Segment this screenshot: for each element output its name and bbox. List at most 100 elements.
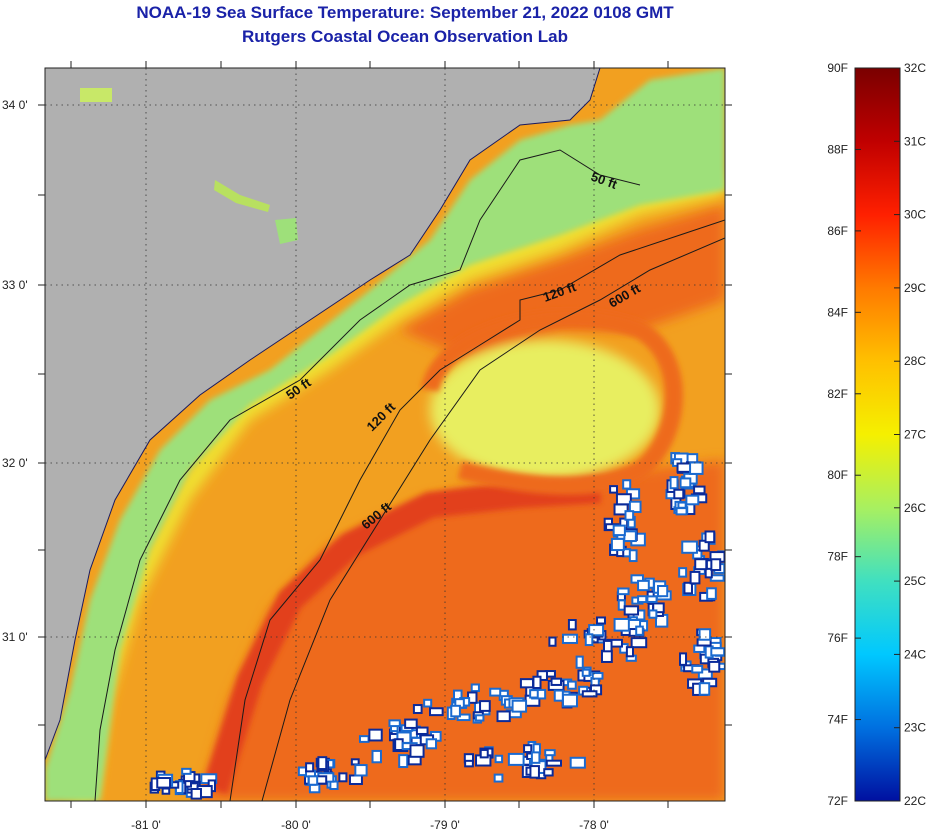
- cloud-pixel: [621, 645, 627, 652]
- cloud-pixel: [625, 607, 638, 614]
- cloud-pixel: [627, 490, 639, 498]
- cloud-pixel: [590, 626, 603, 635]
- cloud-pixel: [495, 775, 502, 781]
- cloud-pixel: [591, 686, 601, 694]
- map-frame: [44, 67, 726, 802]
- cloud-pixel: [152, 779, 159, 789]
- colorbar-fahrenheit-label: 86F: [827, 224, 848, 238]
- colorbar-celsius-label: 29C: [904, 281, 926, 295]
- cloud-pixel: [458, 715, 469, 720]
- cloud-pixel: [509, 754, 523, 764]
- cloud-pixel: [607, 525, 618, 529]
- cloud-pixel: [370, 730, 381, 740]
- cloud-pixel: [706, 647, 712, 657]
- cloud-pixel: [618, 593, 624, 600]
- cloud-pixel: [534, 745, 539, 753]
- cloud-pixel: [630, 551, 636, 561]
- cloud-pixel: [552, 679, 561, 684]
- cloud-pixel: [498, 712, 509, 721]
- cloud-pixel: [700, 541, 708, 550]
- cloud-pixel: [406, 720, 416, 727]
- cloud-pixel: [604, 641, 611, 651]
- cloud-pixel: [546, 672, 554, 676]
- cloud-pixel: [691, 572, 699, 583]
- cloud-pixel: [546, 751, 554, 755]
- colorbar-celsius-label: 23C: [904, 721, 926, 735]
- cloud-pixel: [677, 509, 686, 514]
- colorbar-celsius-label: 31C: [904, 134, 926, 148]
- cloud-pixel: [619, 601, 624, 609]
- cloud-pixel: [696, 560, 706, 569]
- cloud-pixel: [632, 639, 646, 647]
- cloud-pixel: [481, 702, 489, 710]
- cloud-pixel: [709, 655, 721, 660]
- cloud-pixel: [431, 732, 440, 740]
- cloud-pixel: [694, 551, 701, 558]
- cloud-pixel: [679, 503, 685, 507]
- cloud-pixel: [466, 761, 472, 766]
- cloud-pixel: [169, 783, 178, 787]
- cloud-pixel: [602, 651, 611, 661]
- cloud-pixel: [309, 777, 317, 784]
- cloud-pixel: [560, 680, 571, 685]
- cloud-pixel: [176, 782, 182, 792]
- cloud-pixel: [431, 709, 442, 715]
- cloud-pixel: [306, 771, 314, 776]
- cloud-pixel: [617, 495, 630, 504]
- cloud-pixel: [648, 597, 656, 601]
- cloud-pixel: [639, 597, 646, 602]
- cloud-pixel: [398, 733, 410, 742]
- cloud-pixel: [624, 550, 630, 556]
- cloud-pixel: [629, 517, 634, 527]
- cloud-pixel: [586, 635, 592, 645]
- cloud-pixel: [630, 502, 640, 512]
- cloud-pixel: [626, 512, 633, 519]
- cloud-pixel: [465, 755, 473, 762]
- lat-ticks: [38, 104, 732, 726]
- cloud-pixel: [550, 638, 555, 645]
- cloud-pixel: [627, 620, 640, 630]
- cloud-pixel: [623, 532, 635, 541]
- cloud-pixel: [414, 706, 421, 712]
- cloud-pixel: [340, 774, 346, 781]
- cloud-pixel: [612, 539, 623, 550]
- cloud-pixel: [710, 643, 720, 648]
- cloud-pixel: [555, 691, 562, 700]
- cloud-pixel: [656, 615, 667, 626]
- colorbar-celsius-label: 25C: [904, 574, 926, 588]
- cloud-pixel: [627, 648, 632, 656]
- cloud-pixel: [455, 691, 461, 702]
- cloud-pixel: [706, 568, 711, 577]
- cloud-pixel: [481, 750, 487, 757]
- colorbar-fahrenheit-label: 78F: [827, 550, 848, 564]
- cloud-pixel: [608, 640, 621, 646]
- cloud-pixel: [699, 670, 711, 678]
- cloud-pixel: [531, 691, 537, 697]
- cloud-pixel: [477, 756, 490, 765]
- cloud-pixel: [706, 532, 714, 542]
- cloud-pixel: [615, 505, 627, 514]
- cloud-pixel: [427, 740, 436, 748]
- isobath-600ft: [261, 237, 725, 801]
- cloud-pixel: [356, 766, 366, 775]
- cloud-pixel: [684, 662, 690, 667]
- cloud-pixel: [659, 587, 667, 596]
- lon-tick-label: -78 0': [579, 818, 609, 832]
- cloud-pixel: [637, 627, 642, 634]
- cloud-pixel: [491, 689, 500, 695]
- cloud-pixel: [411, 731, 416, 737]
- cloud-pixel: [687, 496, 698, 504]
- isobath-120ft: [229, 219, 725, 801]
- cloud-pixel: [496, 756, 502, 762]
- cloud-pixel: [685, 583, 691, 593]
- lon-ticks: [70, 61, 669, 808]
- cloud-pixel: [577, 657, 582, 667]
- cloud-pixel: [316, 777, 326, 783]
- cloud-pixel: [198, 787, 211, 797]
- cloud-pixel: [390, 721, 399, 726]
- colorbar-fahrenheit-label: 88F: [827, 142, 848, 156]
- cloud-pixel: [667, 491, 674, 498]
- colorbar-fahrenheit-label: 72F: [827, 794, 848, 808]
- cloud-pixel: [680, 569, 686, 576]
